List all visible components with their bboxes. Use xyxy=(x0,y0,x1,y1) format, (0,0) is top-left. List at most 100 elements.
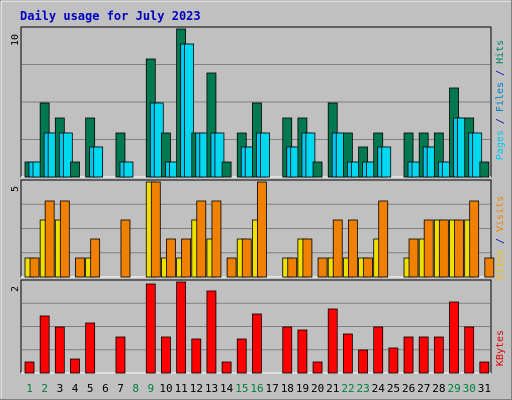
day-label: 25 xyxy=(387,382,400,395)
kbytes-bar xyxy=(373,326,384,374)
day-label: 2 xyxy=(41,382,48,395)
series-axis-label-part: Pages xyxy=(495,130,506,160)
day-label: 5 xyxy=(87,382,94,395)
day-label: 20 xyxy=(311,382,324,395)
visits-bar xyxy=(75,257,85,278)
kbytes-bar xyxy=(115,336,126,374)
visits-bar xyxy=(29,257,40,278)
series-axis-label-part: Visits xyxy=(495,196,506,232)
visits-bar xyxy=(332,219,343,278)
series-axis-label-part: Hits xyxy=(495,40,506,64)
series-axis-label: KBytes xyxy=(495,330,506,366)
day-label: 12 xyxy=(190,382,203,395)
day-label: 11 xyxy=(175,382,188,395)
day-axis: 1 2 3 4 5 6 7 8 9 10 11 12 13 14 15 16 17 18 19 20 21 22 23 24 2… xyxy=(26,382,491,395)
kbytes-bar xyxy=(312,361,323,374)
kbytes-bar xyxy=(221,361,232,374)
day-label: 31 xyxy=(478,382,491,395)
day-label: 7 xyxy=(117,382,124,395)
day-label: 13 xyxy=(205,382,218,395)
day-label: 16 xyxy=(250,382,263,395)
day-label: 22 xyxy=(341,382,354,395)
visits-bar xyxy=(257,181,267,278)
y-max-tick-label: 10 xyxy=(10,34,21,46)
kbytes-bar xyxy=(24,361,35,374)
kbytes-panel: 2 KBytes xyxy=(10,279,506,374)
day-label: 17 xyxy=(266,382,279,395)
series-axis-label: Sites / Visits xyxy=(495,196,506,280)
kbytes-bar xyxy=(327,308,338,374)
day-label: 6 xyxy=(102,382,109,395)
visits-bar xyxy=(378,200,389,278)
day-label: 23 xyxy=(357,382,370,395)
day-label: 28 xyxy=(432,382,445,395)
hits-files-pages-panel: 10 Pages / Files / Hits xyxy=(10,26,506,178)
visits-bar xyxy=(302,238,313,278)
kbytes-bar xyxy=(54,326,65,374)
visits-bar xyxy=(150,181,161,278)
pages-bar xyxy=(214,132,225,178)
kbytes-bar xyxy=(236,338,247,374)
day-label: 14 xyxy=(220,382,234,395)
series-axis-label-part: / xyxy=(495,112,506,130)
hits-bar xyxy=(312,161,323,178)
sites-visits-panel: 5 Sites / Visits xyxy=(10,179,506,280)
pages-bar xyxy=(305,132,316,178)
series-axis-label-part: KBytes xyxy=(495,330,506,366)
kbytes-bar xyxy=(206,290,217,374)
hits-bar xyxy=(479,161,490,178)
day-label: 8 xyxy=(132,382,139,395)
kbytes-bar xyxy=(297,329,308,374)
visits-bar xyxy=(438,219,449,278)
visits-bar xyxy=(347,219,358,278)
visits-bar xyxy=(317,257,328,278)
day-label: 18 xyxy=(281,382,294,395)
kbytes-bar xyxy=(418,336,429,374)
series-axis-label: Pages / Files / Hits xyxy=(495,40,506,160)
visits-bar xyxy=(44,200,55,278)
series-axis-label-part: Sites xyxy=(495,250,506,280)
pages-bar xyxy=(93,146,104,178)
visits-bar xyxy=(226,257,237,278)
kbytes-bar xyxy=(449,301,459,374)
visits-bar xyxy=(181,238,192,278)
kbytes-bar xyxy=(282,326,293,374)
hits-bar xyxy=(221,161,232,178)
kbytes-bar xyxy=(464,326,475,374)
y-max-tick-label: 2 xyxy=(10,286,21,292)
kbytes-bar xyxy=(479,361,490,374)
day-label: 4 xyxy=(72,382,79,395)
visits-bar xyxy=(90,238,101,278)
day-label: 21 xyxy=(326,382,339,395)
kbytes-bar xyxy=(145,283,156,374)
kbytes-bar xyxy=(403,336,414,374)
pages-bar xyxy=(260,132,270,178)
pages-bar xyxy=(184,43,195,178)
day-label: 30 xyxy=(463,382,476,395)
visits-bar xyxy=(484,257,495,278)
day-label: 27 xyxy=(417,382,430,395)
kbytes-bar xyxy=(388,347,399,374)
kbytes-bar xyxy=(433,336,444,374)
kbytes-bar xyxy=(358,349,368,374)
visits-bar xyxy=(211,200,222,278)
chart-title: Daily usage for July 2023 xyxy=(20,9,201,23)
day-label: 9 xyxy=(148,382,155,395)
kbytes-bar xyxy=(252,313,262,374)
day-label: 29 xyxy=(447,382,460,395)
day-label: 3 xyxy=(57,382,64,395)
visits-bar xyxy=(196,200,207,278)
pages-bar xyxy=(381,146,392,178)
day-label: 24 xyxy=(372,382,386,395)
day-label: 26 xyxy=(402,382,415,395)
kbytes-bar xyxy=(85,322,96,374)
day-label: 10 xyxy=(159,382,172,395)
visits-bar xyxy=(287,257,298,278)
visits-bar xyxy=(120,219,131,278)
series-axis-label-part: / xyxy=(495,64,506,82)
kbytes-bar xyxy=(161,336,171,374)
pages-bar xyxy=(472,132,483,178)
kbytes-bar xyxy=(342,333,353,374)
